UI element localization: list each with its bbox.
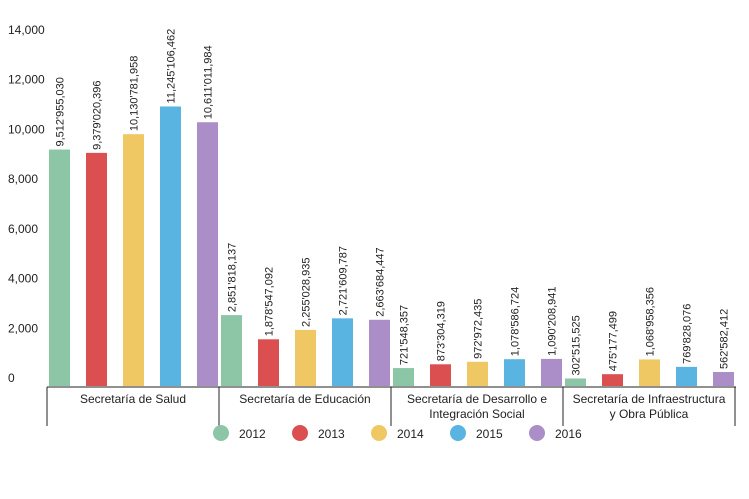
bar-2016 bbox=[369, 319, 390, 386]
data-label: 302'515,525 bbox=[571, 315, 583, 375]
y-tick-label: 6,000 bbox=[8, 222, 38, 236]
legend-label: 2013 bbox=[318, 427, 345, 441]
bar-2015 bbox=[160, 106, 181, 386]
bar-2012 bbox=[565, 378, 586, 386]
y-tick-label: 8,000 bbox=[8, 172, 38, 186]
legend-label: 2015 bbox=[476, 427, 503, 441]
bar-2015 bbox=[676, 366, 697, 386]
legend-marker-2014 bbox=[371, 425, 387, 441]
bar-2012 bbox=[49, 149, 70, 386]
bar-2016 bbox=[197, 122, 218, 386]
category-label: Secretaría de Salud bbox=[80, 392, 186, 406]
y-tick-label: 0 bbox=[8, 371, 15, 385]
bar-2012 bbox=[393, 368, 414, 386]
category-label: Secretaría de Educación bbox=[239, 392, 370, 406]
legend-label: 2014 bbox=[397, 427, 424, 441]
y-tick-label: 14,000 bbox=[8, 23, 45, 37]
y-tick-label: 10,000 bbox=[8, 122, 45, 136]
data-label: 1,878'547,092 bbox=[264, 267, 276, 336]
legend-marker-2013 bbox=[292, 425, 308, 441]
data-label: 10,611'011,984 bbox=[203, 45, 215, 119]
legend-marker-2016 bbox=[529, 425, 545, 441]
y-tick-label: 2,000 bbox=[8, 321, 38, 335]
data-label: 2,255'028,935 bbox=[301, 258, 313, 327]
bar-2013 bbox=[430, 364, 451, 386]
data-label: 475'177,499 bbox=[608, 311, 620, 371]
data-label: 10,130'781,958 bbox=[129, 56, 141, 132]
y-tick-label: 4,000 bbox=[8, 272, 38, 286]
bar-2013 bbox=[258, 339, 279, 386]
bar-2014 bbox=[639, 359, 660, 386]
data-label: 2,721'609,787 bbox=[338, 246, 350, 315]
data-label: 9,379'020,396 bbox=[92, 80, 104, 149]
data-label: 721'548,357 bbox=[399, 305, 411, 365]
legend-label: 2016 bbox=[555, 427, 582, 441]
data-label: 562'582,412 bbox=[719, 309, 731, 369]
legend-marker-2015 bbox=[450, 425, 466, 441]
bar-2015 bbox=[332, 318, 353, 386]
bar-2014 bbox=[467, 361, 488, 386]
bar-2015 bbox=[504, 359, 525, 386]
category-label: Secretaría de Infraestructura y Obra Públ… bbox=[573, 392, 726, 421]
data-label: 9,512'955,030 bbox=[55, 77, 67, 146]
data-label: 873'304,319 bbox=[436, 301, 448, 361]
bar-2016 bbox=[541, 358, 562, 386]
bar-2013 bbox=[86, 152, 107, 386]
data-label: 1,068'958,356 bbox=[645, 287, 657, 356]
bar-2014 bbox=[123, 134, 144, 386]
data-label: 2,851'818,137 bbox=[227, 243, 239, 312]
category-label: Secretaría de Desarrollo e Integración So… bbox=[407, 392, 547, 421]
data-label: 2,663'684,447 bbox=[375, 247, 387, 316]
bar-2013 bbox=[602, 374, 623, 386]
legend-label: 2012 bbox=[239, 427, 266, 441]
data-label: 769'828,076 bbox=[682, 304, 694, 364]
y-tick-label: 12,000 bbox=[8, 73, 45, 87]
legend-marker-2012 bbox=[213, 425, 229, 441]
data-label: 11,245'106,462 bbox=[166, 29, 178, 104]
data-label: 1,078'586,724 bbox=[510, 287, 522, 356]
bar-2014 bbox=[295, 329, 316, 386]
bar-2012 bbox=[221, 315, 242, 386]
data-label: 1,090'208,941 bbox=[547, 287, 559, 356]
bar-2016 bbox=[713, 372, 734, 386]
data-label: 972'972,435 bbox=[473, 299, 485, 359]
